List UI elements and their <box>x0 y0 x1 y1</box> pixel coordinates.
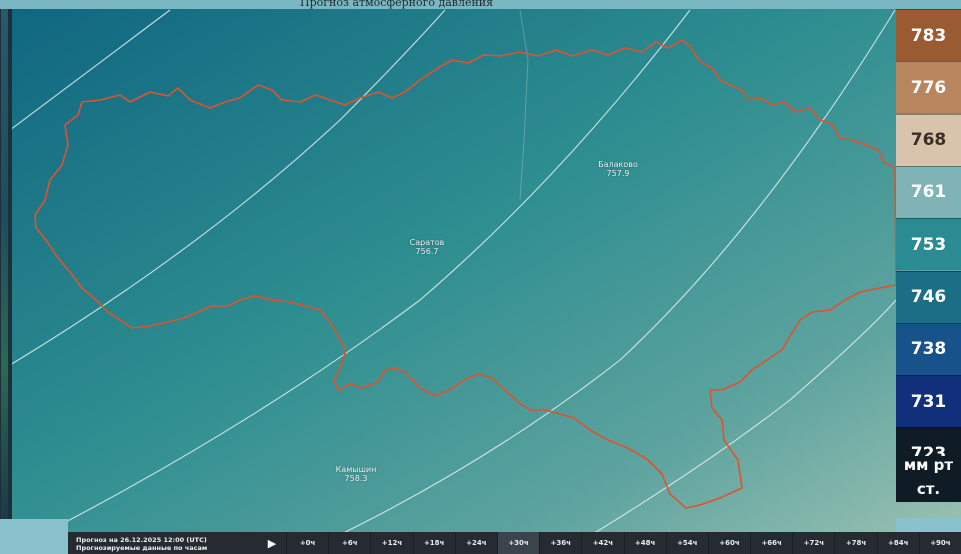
legend-item-731: 731 <box>896 375 961 428</box>
legend-item-738: 738 <box>896 322 961 375</box>
timeline-step[interactable]: +30ч <box>496 532 540 554</box>
city-name: Саратов <box>409 238 445 247</box>
timeline-step[interactable]: +84ч <box>876 532 919 554</box>
city-name: Камышин <box>335 465 377 474</box>
legend-unit-line2: ст. <box>896 475 961 502</box>
timeline-step[interactable]: +0ч <box>286 532 328 554</box>
timeline-step[interactable]: +90ч <box>918 532 961 554</box>
timeline-step[interactable]: +60ч <box>707 532 750 554</box>
timeline-step[interactable]: +36ч <box>539 532 581 554</box>
legend-item-761: 761 <box>896 165 961 218</box>
city-pressure: 756.7 <box>415 247 439 256</box>
isobar-line <box>9 9 171 131</box>
pressure-legend: 783 776 768 761 753 746 738 731 723 мм рт ст. <box>896 9 961 518</box>
forecast-date: Прогноз на 26.12.2025 12:00 (UTC) <box>76 536 207 544</box>
isobar-line <box>299 9 896 554</box>
legend-item-776: 776 <box>896 61 961 114</box>
legend-item-753: 753 <box>896 218 961 271</box>
legend-item-746: 746 <box>896 270 961 323</box>
timeline-step[interactable]: +66ч <box>750 532 792 554</box>
isobars <box>9 9 897 554</box>
city-label-kamyshin[interactable]: Камышин 758.3 <box>330 465 382 483</box>
isobar-line <box>9 9 446 366</box>
timeline-step[interactable]: +48ч <box>623 532 666 554</box>
forecast-info: Прогноз на 26.12.2025 12:00 (UTC) Прогно… <box>68 532 258 554</box>
bottom-left-panel <box>0 519 68 554</box>
forecast-timeline: Прогноз на 26.12.2025 12:00 (UTC) Прогно… <box>68 532 961 554</box>
left-panel-edge <box>0 9 12 519</box>
city-pressure: 757.9 <box>606 169 630 178</box>
timeline-step[interactable]: +54ч <box>665 532 708 554</box>
timeline-step[interactable]: +12ч <box>370 532 412 554</box>
isobar-line <box>559 299 897 554</box>
timeline-step[interactable]: +78ч <box>834 532 876 554</box>
legend-item-768: 768 <box>896 113 961 166</box>
play-button[interactable]: ▶ <box>258 537 286 550</box>
timeline-step[interactable]: +18ч <box>412 532 455 554</box>
bottom-right-panel <box>896 518 961 532</box>
legend-unit-line1: мм рт <box>896 455 961 474</box>
city-pressure: 758.3 <box>344 474 368 483</box>
timeline-step[interactable]: +24ч <box>454 532 497 554</box>
isobar-line <box>59 9 691 526</box>
timeline-step[interactable]: +72ч <box>792 532 834 554</box>
timeline-steps: +0ч +6ч +12ч +18ч +24ч +30ч +36ч +42ч +48ч +54ч +6… <box>286 532 961 554</box>
play-icon: ▶ <box>267 536 277 550</box>
top-header-bar: Прогноз атмосферного давления <box>0 0 961 9</box>
forecast-subtitle: Прогнозируемые данные по часам <box>76 544 208 552</box>
left-panel-thumbnail <box>1 9 8 519</box>
district-boundary-line <box>519 9 529 201</box>
timeline-step[interactable]: +42ч <box>581 532 623 554</box>
region-boundary <box>34 39 897 509</box>
timeline-step[interactable]: +6ч <box>328 532 370 554</box>
city-name: Балаково <box>598 160 638 169</box>
header-text: Прогноз атмосферного давления <box>300 0 494 9</box>
city-label-balakovo[interactable]: Балаково 757.9 <box>596 160 640 178</box>
city-label-saratov[interactable]: Саратов 756.7 <box>403 238 451 256</box>
legend-item-783: 783 <box>896 9 961 61</box>
